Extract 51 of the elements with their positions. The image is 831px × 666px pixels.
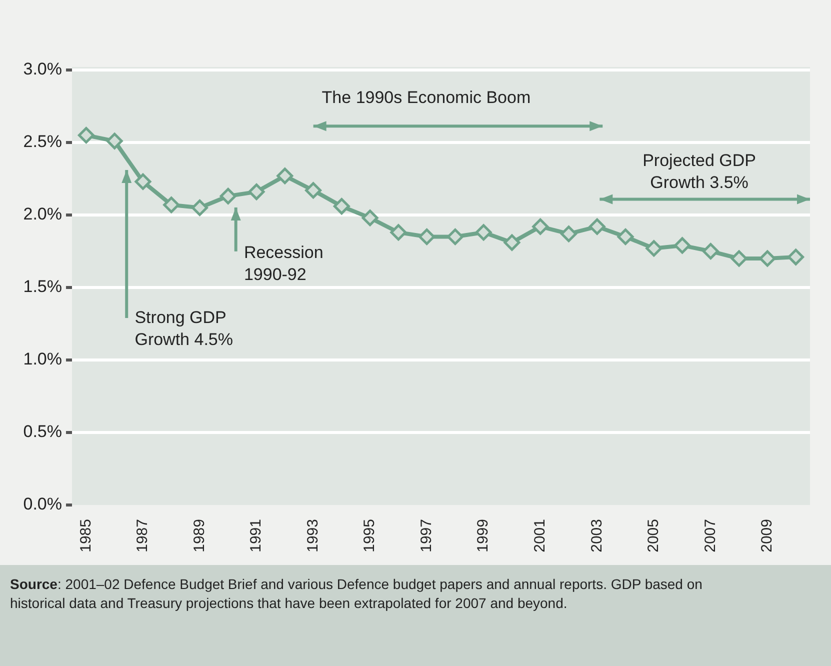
point <box>418 228 436 245</box>
x-tick-label: 1987 <box>134 519 152 552</box>
point <box>759 250 776 267</box>
x-tick-label: 2005 <box>645 519 662 552</box>
x-tick-label: 2007 <box>702 519 719 552</box>
annotation: Projected GDP Growth 3.5% <box>642 150 757 194</box>
y-tick-label: 1.0% <box>23 350 62 369</box>
point <box>191 200 208 216</box>
y-tick-label: 2.5% <box>23 132 62 152</box>
point <box>276 168 294 184</box>
point <box>78 127 94 144</box>
y-tick-label: 2.0% <box>23 204 62 224</box>
point <box>674 237 691 254</box>
annotation: Recession 1990-92 <box>244 242 324 286</box>
point <box>333 198 350 215</box>
point <box>588 218 606 235</box>
point <box>788 248 804 266</box>
point <box>305 182 322 199</box>
x-tick-label: 1985 <box>77 519 94 552</box>
point <box>390 224 407 241</box>
point <box>446 228 464 245</box>
point <box>362 210 378 226</box>
x-tick-label: 1999 <box>474 519 492 552</box>
x-tick-label: 1989 <box>190 519 208 552</box>
point <box>248 184 265 200</box>
point <box>163 196 180 214</box>
point <box>134 173 152 190</box>
x-tick-label: 2003 <box>588 519 606 552</box>
point <box>646 240 662 257</box>
point <box>106 132 123 150</box>
point <box>617 228 634 245</box>
x-tick-label: 1995 <box>361 519 378 552</box>
point <box>730 250 748 267</box>
point <box>560 226 577 242</box>
point <box>702 243 719 260</box>
source-note: Source: 2001–02 Defence Budget Brief and various Defence budget papers and annual reports. GDP based on historical data and Treasury projections that have been extrapolated for 2007 and beyond. <box>0 565 831 666</box>
y-tick-label: 0.5% <box>23 422 62 442</box>
x-tick-label: 2001 <box>531 519 548 552</box>
x-tick-label: 1997 <box>418 519 435 552</box>
point <box>532 218 549 235</box>
point <box>220 188 236 204</box>
point <box>475 224 492 241</box>
y-tick-label: 3.0% <box>23 60 62 79</box>
annotation: The 1990s Economic Boom <box>320 87 532 110</box>
annotation: Strong GDP Growth 4.5% <box>134 307 234 352</box>
y-tick-label: 1.5% <box>23 277 62 296</box>
x-tick-label: 2009 <box>758 519 776 552</box>
x-tick-label: 1991 <box>248 519 265 552</box>
y-tick-label: 0.0% <box>23 494 62 514</box>
x-tick-label: 1993 <box>304 519 322 552</box>
point <box>504 234 520 251</box>
